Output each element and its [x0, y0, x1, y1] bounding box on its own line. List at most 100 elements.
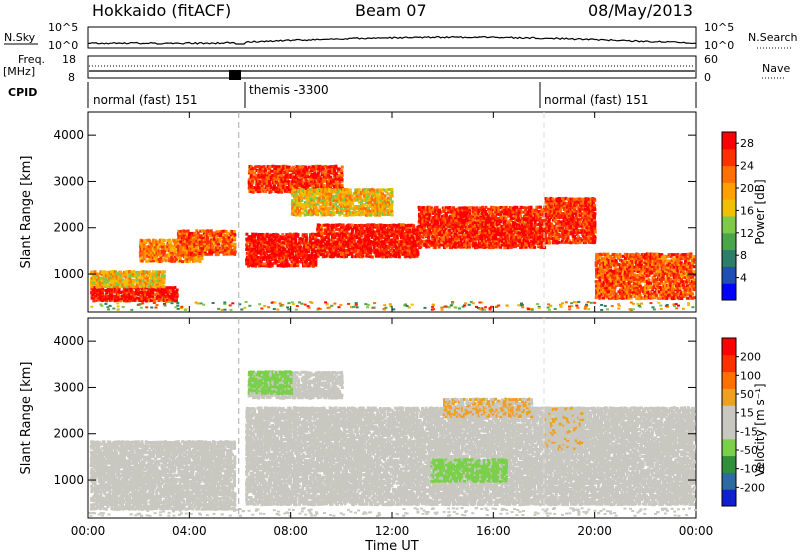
power-cell: [493, 206, 497, 210]
power-cell: [513, 214, 517, 218]
power-cell: [433, 246, 437, 250]
power-cell: [249, 241, 253, 245]
power-cell: [304, 233, 308, 237]
power-cell: [526, 239, 530, 243]
power-cell: [548, 214, 552, 218]
power-cell: [549, 237, 553, 240]
power-cell: [365, 228, 369, 231]
power-cell: [506, 224, 510, 228]
power-cell: [383, 227, 387, 231]
power-cell: [515, 208, 519, 211]
power-cell: [358, 224, 362, 227]
power-cell: [535, 227, 539, 231]
power-cell: [341, 228, 345, 232]
power-cell: [570, 228, 573, 232]
power-cell: [106, 294, 110, 298]
power-cell: [268, 256, 272, 260]
power-cell: [322, 236, 326, 240]
power-cell: [584, 209, 588, 213]
power-cell: [153, 293, 157, 296]
power-cell: [513, 221, 517, 224]
power-cell: [591, 222, 595, 226]
power-cell: [188, 248, 192, 252]
power-cell: [378, 240, 382, 244]
power-cell: [532, 216, 536, 220]
power-cell: [383, 252, 387, 256]
power-cell: [423, 228, 426, 232]
power-cell: [281, 258, 285, 261]
power-cell: [231, 242, 235, 246]
power-cell: [303, 253, 307, 257]
power-cell: [544, 235, 548, 239]
power-cell: [607, 259, 611, 263]
power-cell: [165, 249, 169, 253]
power-cell: [481, 229, 485, 233]
power-cell: [357, 252, 361, 256]
power-cell: [522, 237, 526, 241]
power-cell: [676, 290, 680, 294]
power-cell: [517, 226, 521, 230]
power-cell: [587, 224, 591, 228]
power-cell: [665, 276, 669, 280]
power-cell: [504, 218, 508, 222]
power-cell: [298, 241, 301, 245]
power-cell: [405, 230, 409, 234]
power-cell: [404, 224, 408, 228]
power-cell: [330, 238, 334, 242]
power-cell: [133, 274, 137, 278]
power-cell: [173, 245, 177, 249]
power-cell: [680, 265, 684, 269]
power-cell: [277, 235, 281, 238]
power-cell: [212, 237, 216, 241]
power-cell: [181, 251, 185, 255]
power-cell: [584, 222, 587, 226]
power-cell: [651, 259, 655, 263]
power-cell: [649, 269, 653, 273]
power-cell: [422, 239, 426, 243]
power-cell: [305, 264, 309, 268]
power-cell: [408, 230, 412, 234]
power-cell: [444, 211, 448, 215]
power-cell: [180, 232, 184, 236]
power-cell: [638, 281, 642, 285]
power-cell: [623, 282, 627, 286]
power-cell: [455, 229, 459, 233]
power-cell: [171, 247, 175, 251]
power-cell: [404, 236, 408, 239]
power-cell: [144, 292, 148, 296]
power-cell: [205, 248, 209, 251]
power-cell: [229, 240, 233, 243]
power-cell: [190, 250, 194, 254]
power-cell: [331, 240, 335, 244]
power-cell: [169, 250, 173, 254]
power-cell: [153, 243, 157, 247]
power-cell: [606, 252, 610, 256]
power-cell: [182, 240, 186, 243]
power-cell: [681, 282, 685, 286]
power-cell: [561, 220, 564, 224]
power-cell: [569, 218, 573, 222]
power-cell: [656, 287, 660, 291]
power-cell: [568, 217, 571, 221]
power-cell: [491, 245, 495, 249]
power-cell: [562, 235, 566, 239]
power-cell: [394, 255, 398, 259]
power-cell: [457, 210, 461, 214]
power-cell: [412, 248, 416, 252]
power-cell: [448, 237, 452, 241]
power-cell: [481, 220, 485, 224]
power-cell: [270, 235, 274, 239]
power-cell: [618, 294, 622, 298]
power-cell: [167, 290, 171, 294]
power-cell: [522, 233, 526, 237]
power-cell: [319, 242, 323, 246]
power-cell: [191, 257, 195, 261]
power-cell: [247, 264, 250, 268]
power-cell: [676, 284, 680, 287]
power-cell: [189, 242, 193, 246]
power-cell: [632, 282, 636, 285]
power-cell: [616, 273, 620, 277]
power-cell: [606, 267, 610, 271]
power-cell: [594, 267, 598, 271]
power-cell: [161, 238, 164, 242]
